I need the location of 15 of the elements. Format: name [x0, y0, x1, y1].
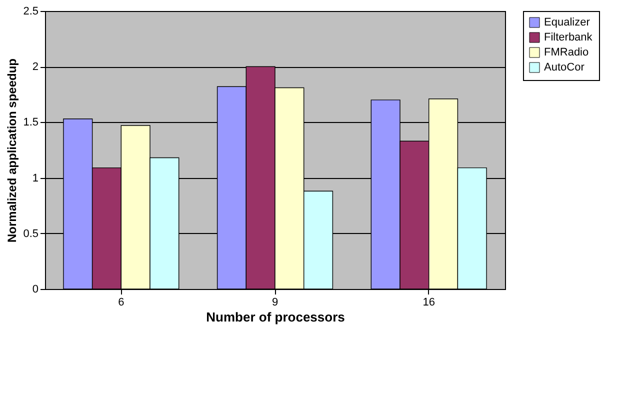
legend-label: AutoCor: [544, 62, 585, 74]
y-tick-label: 2.5: [23, 6, 38, 18]
x-tick-label: 9: [272, 296, 278, 308]
x-tick-label: 16: [422, 296, 435, 308]
y-tick-label: 0: [32, 284, 38, 296]
legend-label: Filterbank: [544, 32, 593, 44]
y-tick-label: 2: [32, 61, 38, 74]
y-tick-label: 1: [32, 172, 38, 184]
y-tick-label: 0.5: [23, 228, 38, 240]
y-axis-title: Normalized application speedup: [5, 58, 20, 243]
y-tick-label: 1.5: [23, 116, 38, 129]
legend-label: FMRadio: [544, 46, 589, 58]
x-tick-label: 6: [118, 296, 124, 308]
legend-label: Equalizer: [544, 16, 590, 28]
x-axis-title: Number of processors: [206, 310, 345, 324]
